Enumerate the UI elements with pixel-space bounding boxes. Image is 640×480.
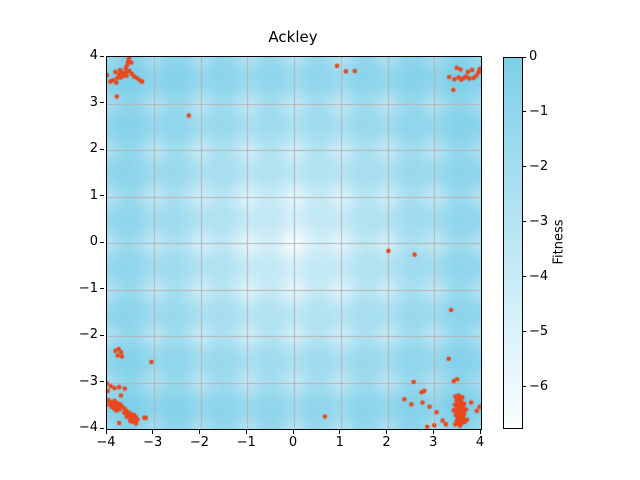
colorbar-tick-label: −6 [529,378,549,394]
y-tick-label: 0 [89,234,98,249]
y-tick-mark [100,241,104,243]
x-tick-label: 3 [429,435,438,450]
colorbar [503,57,523,429]
plot-area [106,56,482,430]
y-tick-mark [100,381,104,382]
y-tick-label: 4 [89,48,98,63]
colorbar-tick-mark [522,166,526,168]
colorbar-tick-mark [522,221,526,223]
y-tick-label: −1 [78,280,98,296]
x-tick-mark [339,430,341,434]
y-tick-mark [100,288,104,289]
y-tick-mark [100,195,104,196]
y-tick-mark [100,55,104,57]
x-tick-mark [245,430,247,434]
x-tick-label: −1 [236,435,256,450]
x-tick-label: −2 [189,435,210,450]
x-tick-mark [432,430,434,434]
y-tick-label: 3 [89,94,98,110]
y-tick-label: 1 [89,187,98,203]
y-tick-label: −3 [78,373,98,389]
y-tick-label: −4 [78,420,98,435]
x-tick-label: 4 [475,435,485,450]
chart-title: Ackley [268,28,318,46]
colorbar-tick-mark [522,386,526,388]
x-tick-label: 2 [382,435,391,450]
colorbar-tick-mark [522,276,526,278]
x-tick-mark [152,430,154,434]
colorbar-tick-label: −4 [529,268,549,284]
x-tick-mark [105,430,107,434]
x-tick-mark [386,430,387,434]
x-tick-label: 1 [335,435,344,450]
x-tick-label: 0 [288,435,298,450]
y-tick-mark [100,148,104,150]
x-tick-mark [292,430,294,434]
colorbar-tick-label: −1 [529,103,549,119]
colorbar-tick-label: −5 [529,323,549,339]
colorbar-tick-label: −3 [529,213,549,229]
colorbar-tick-mark [522,331,526,333]
colorbar-tick-label: 0 [529,49,538,64]
colorbar-axis-label: Fitness [551,219,567,265]
colorbar-tick-label: −2 [529,158,549,174]
x-tick-label: −4 [96,435,116,450]
x-tick-mark [199,430,200,434]
x-tick-mark [479,430,481,434]
y-tick-label: 2 [89,141,98,156]
colorbar-tick-mark [522,56,526,58]
heatmap-scatter-canvas [107,57,481,429]
y-tick-mark [100,102,104,103]
y-tick-mark [100,334,104,336]
y-tick-mark [100,427,104,429]
y-tick-label: −2 [78,327,98,342]
x-tick-label: −3 [143,435,163,450]
colorbar-tick-mark [522,111,526,113]
